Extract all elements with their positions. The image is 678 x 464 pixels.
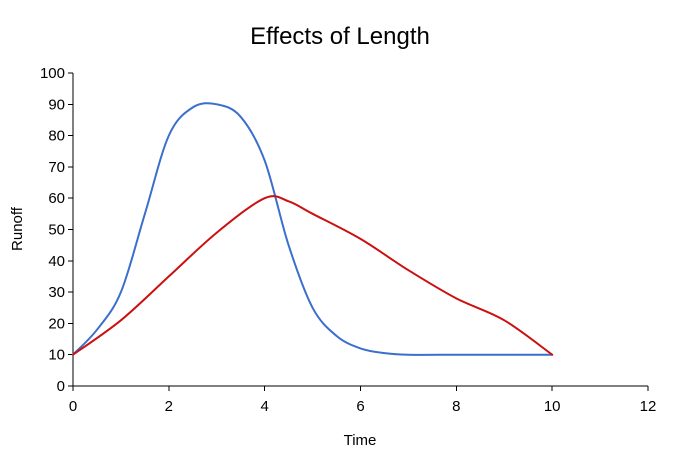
x-tick-label: 10 [544, 398, 561, 415]
y-tick-label: 80 [48, 128, 65, 145]
y-tick-label: 10 [48, 347, 65, 364]
y-tick-label: 50 [48, 222, 65, 239]
y-tick-label: 100 [40, 65, 65, 82]
x-axis-label: Time [344, 432, 377, 449]
x-tick-label: 6 [356, 398, 364, 415]
y-axis-label: Runoff [9, 206, 26, 251]
y-tick-label: 20 [48, 315, 65, 332]
x-tick-label: 8 [452, 398, 460, 415]
y-tick-label: 0 [57, 378, 65, 395]
x-tick-label: 2 [165, 398, 173, 415]
series-line-2 [72, 195, 554, 356]
x-tick-label: 12 [640, 398, 657, 415]
x-tick-label: 4 [260, 398, 268, 415]
y-tick-label: 30 [48, 284, 65, 301]
x-tick-label: 0 [69, 398, 77, 415]
chart-title: Effects of Length [250, 23, 430, 50]
y-tick-label: 70 [48, 159, 65, 176]
y-tick-label: 60 [48, 190, 65, 207]
series-line-1 [72, 102, 554, 356]
y-tick-label: 40 [48, 253, 65, 270]
plot-area: 0 10 20 30 40 50 60 70 80 90 100 0 2 4 6 8 10 12 [40, 65, 656, 415]
y-tick-label: 90 [48, 96, 65, 113]
